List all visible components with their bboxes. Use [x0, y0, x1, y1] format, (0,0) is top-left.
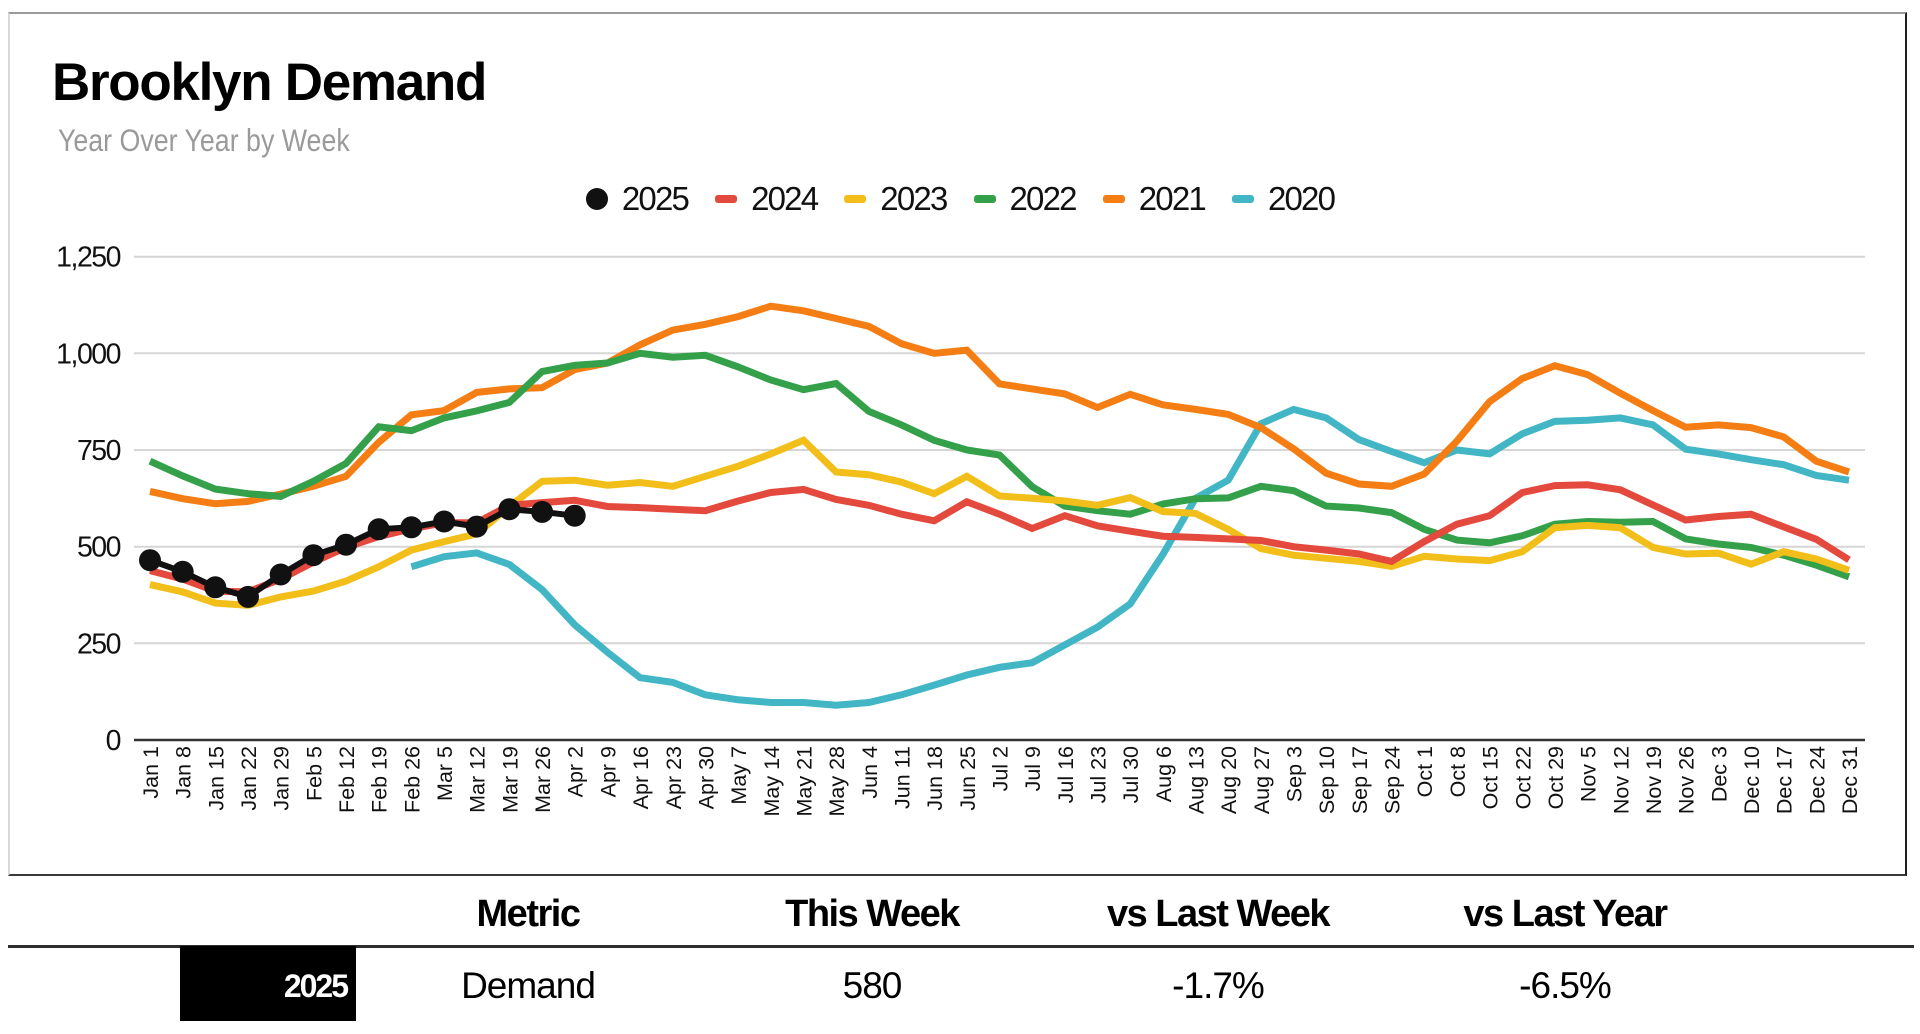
svg-text:Apr 23: Apr 23 [662, 746, 686, 809]
svg-text:Mar 12: Mar 12 [466, 746, 490, 813]
svg-text:Aug 27: Aug 27 [1250, 746, 1274, 814]
svg-text:Nov 5: Nov 5 [1577, 746, 1601, 802]
svg-text:Dec 24: Dec 24 [1805, 746, 1829, 814]
svg-text:May 14: May 14 [760, 746, 784, 817]
svg-text:Jul 23: Jul 23 [1087, 746, 1111, 803]
svg-text:Jul 30: Jul 30 [1119, 746, 1143, 803]
svg-text:Aug 6: Aug 6 [1152, 746, 1176, 802]
svg-text:Mar 19: Mar 19 [498, 746, 522, 813]
svg-text:May 7: May 7 [727, 746, 751, 805]
svg-text:Jan 8: Jan 8 [172, 746, 196, 799]
svg-text:May 28: May 28 [825, 746, 849, 817]
svg-text:1,000: 1,000 [56, 338, 120, 370]
svg-text:0: 0 [106, 725, 121, 757]
svg-text:Jun 25: Jun 25 [956, 746, 980, 811]
svg-text:Jun 4: Jun 4 [858, 746, 882, 799]
svg-text:Feb 26: Feb 26 [400, 746, 424, 813]
svg-text:Apr 2: Apr 2 [564, 746, 588, 797]
svg-text:250: 250 [77, 628, 121, 660]
svg-text:Mar 26: Mar 26 [531, 746, 555, 813]
svg-text:Jan 29: Jan 29 [270, 746, 294, 811]
svg-text:Feb 12: Feb 12 [335, 746, 359, 813]
svg-text:Jan 15: Jan 15 [204, 746, 228, 811]
svg-text:Mar 5: Mar 5 [433, 746, 457, 801]
svg-text:Oct 29: Oct 29 [1544, 746, 1568, 809]
svg-text:Jan 22: Jan 22 [237, 746, 261, 811]
svg-text:Jan 1: Jan 1 [139, 746, 163, 799]
svg-text:Aug 20: Aug 20 [1217, 746, 1241, 814]
svg-text:Oct 8: Oct 8 [1446, 746, 1470, 797]
svg-text:Jul 2: Jul 2 [989, 746, 1013, 791]
svg-text:Oct 1: Oct 1 [1413, 746, 1437, 797]
svg-text:Sep 10: Sep 10 [1315, 746, 1339, 814]
svg-text:Jul 9: Jul 9 [1021, 746, 1045, 791]
svg-text:Sep 3: Sep 3 [1283, 746, 1307, 802]
svg-text:Apr 30: Apr 30 [694, 746, 718, 809]
svg-text:Dec 10: Dec 10 [1740, 746, 1764, 814]
svg-text:Dec 17: Dec 17 [1773, 746, 1797, 814]
svg-text:Nov 19: Nov 19 [1642, 746, 1666, 814]
svg-text:Nov 12: Nov 12 [1609, 746, 1633, 814]
svg-text:Jun 11: Jun 11 [891, 746, 915, 809]
svg-text:Nov 26: Nov 26 [1675, 746, 1699, 814]
svg-text:1,250: 1,250 [56, 242, 120, 274]
svg-text:Dec 3: Dec 3 [1707, 746, 1731, 802]
svg-text:Dec 31: Dec 31 [1838, 746, 1862, 814]
svg-text:Jul 16: Jul 16 [1054, 746, 1078, 803]
svg-text:Oct 22: Oct 22 [1511, 746, 1535, 809]
svg-text:Sep 17: Sep 17 [1348, 746, 1372, 814]
svg-text:Jun 18: Jun 18 [923, 746, 947, 811]
svg-text:Feb 19: Feb 19 [368, 746, 392, 813]
svg-text:Apr 16: Apr 16 [629, 746, 653, 809]
svg-text:Sep 24: Sep 24 [1381, 746, 1405, 814]
svg-text:Apr 9: Apr 9 [596, 746, 620, 797]
svg-text:Oct 15: Oct 15 [1479, 746, 1503, 809]
svg-text:750: 750 [77, 435, 121, 467]
svg-text:Feb 5: Feb 5 [302, 746, 326, 801]
svg-text:Aug 13: Aug 13 [1185, 746, 1209, 814]
svg-text:May 21: May 21 [793, 746, 817, 817]
svg-text:500: 500 [77, 532, 121, 564]
